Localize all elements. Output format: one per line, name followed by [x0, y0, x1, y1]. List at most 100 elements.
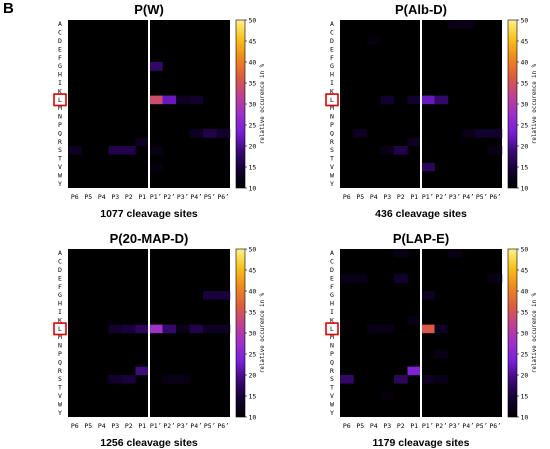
colorbar-tick-label: 35 [521, 308, 529, 316]
colorbar-tick-label: 30 [249, 329, 257, 337]
heatmap-cell [216, 291, 231, 300]
colorbar-tick-label: 25 [521, 121, 529, 129]
colorbar-tick-label: 40 [249, 287, 257, 295]
colorbar-tick-label: 45 [249, 37, 257, 45]
heatmap-cell [203, 324, 217, 334]
heatmap-cell [353, 274, 368, 283]
colorbar-tick-label: 15 [521, 392, 529, 400]
heatmap-cell [475, 129, 489, 138]
x-tick-label: P1 [410, 193, 418, 201]
x-tick-label: P5’ [476, 193, 488, 201]
highlight-row-box [53, 322, 67, 336]
heatmap-cell [367, 36, 381, 46]
heatmap-cell [216, 324, 231, 334]
y-tick-label: E [58, 45, 62, 53]
colorbar-tick-label: 50 [249, 16, 257, 24]
x-tick-label: P3’ [449, 422, 461, 430]
x-tick-label: P5 [84, 422, 92, 430]
y-tick-label: I [58, 308, 62, 316]
x-tick-label: P5’ [204, 193, 216, 201]
y-tick-label: R [58, 138, 62, 146]
heatmap-cell [122, 146, 136, 155]
cleavage-count: 1256 cleavage sites [100, 437, 198, 449]
heatmap-cell [380, 146, 395, 155]
y-tick-label: V [58, 163, 62, 171]
y-tick-label: R [330, 138, 334, 146]
colorbar-tick-label: 35 [249, 79, 257, 87]
heatmap-cell [461, 129, 476, 138]
x-tick-label: P1’ [150, 422, 162, 430]
y-tick-label: G [330, 62, 334, 70]
x-tick-label: P3 [383, 422, 391, 430]
y-tick-label: Y [58, 180, 62, 188]
y-tick-label: N [58, 342, 62, 350]
y-tick-label: C [58, 29, 62, 37]
colorbar-tick-label: 25 [521, 350, 529, 358]
colorbar-tick-label: 40 [521, 58, 529, 66]
colorbar-tick-label: 25 [249, 121, 257, 129]
cleavage-count: 1179 cleavage sites [373, 437, 470, 449]
heatmap-cell [340, 274, 354, 283]
colorbar-tick-label: 20 [521, 371, 529, 379]
heatmap-cell [380, 391, 395, 401]
x-tick-label: P2’ [163, 193, 175, 201]
y-tick-label: C [330, 29, 334, 37]
colorbar-tick-label: 50 [521, 245, 529, 253]
heatmap-cell [135, 137, 150, 147]
y-tick-label: F [330, 54, 334, 62]
y-tick-label: A [330, 20, 334, 28]
y-tick-label: L [330, 96, 334, 104]
x-tick-label: P2’ [435, 422, 447, 430]
heatmap-cell [448, 249, 462, 258]
x-tick-label: P2 [125, 193, 133, 201]
y-tick-label: H [58, 71, 62, 79]
y-tick-label: V [330, 163, 334, 171]
y-tick-label: E [58, 274, 62, 282]
colorbar-tick-label: 20 [249, 371, 257, 379]
y-tick-label: T [58, 155, 62, 163]
x-tick-label: P6’ [489, 193, 501, 201]
y-tick-label: R [330, 367, 334, 375]
colorbar-tick-label: 10 [249, 184, 257, 192]
heatmap-cell [176, 375, 190, 384]
y-tick-label: S [58, 146, 62, 154]
x-tick-label: P5 [356, 193, 364, 201]
heatmap-cell [203, 291, 217, 300]
heatmap-cell [149, 162, 163, 172]
heatmap-cell [189, 95, 204, 105]
colorbar-tick-label: 20 [249, 142, 257, 150]
heatmap-cell [380, 95, 395, 105]
x-tick-label: P1 [138, 422, 146, 430]
heatmap-cell [108, 324, 123, 334]
colorbar-tick-label: 30 [249, 100, 257, 108]
colorbar-tick-label: 10 [249, 413, 257, 421]
x-tick-label: P5 [356, 422, 364, 430]
y-tick-label: K [58, 316, 62, 324]
heatmap-cell [434, 95, 449, 105]
heatmap-cell [149, 146, 163, 155]
heatmap-cell [108, 146, 123, 155]
colorbar-tick-label: 20 [521, 142, 529, 150]
y-tick-label: I [330, 79, 334, 87]
x-tick-label: P1’ [422, 193, 434, 201]
colorbar-tick-label: 25 [249, 350, 257, 358]
chart-title: P(LAP-E) [393, 231, 449, 246]
heatmap-cell [421, 324, 435, 334]
highlight-row-box [53, 93, 67, 107]
y-tick-label: G [58, 62, 62, 70]
x-tick-label: P3’ [449, 193, 461, 201]
x-tick-label: P4’ [462, 422, 474, 430]
x-tick-label: P6 [343, 422, 351, 430]
colorbar-tick-label: 40 [249, 58, 257, 66]
heatmap-cell [421, 291, 435, 300]
x-tick-label: P4’ [462, 193, 474, 201]
x-tick-label: P1 [138, 193, 146, 201]
heatmap-cell [407, 366, 422, 376]
y-tick-label: P [330, 121, 334, 129]
heatmap-cell [488, 129, 503, 138]
heatmap-cell [340, 375, 354, 384]
y-tick-label: T [330, 155, 334, 163]
heatmap-cell [367, 324, 381, 334]
